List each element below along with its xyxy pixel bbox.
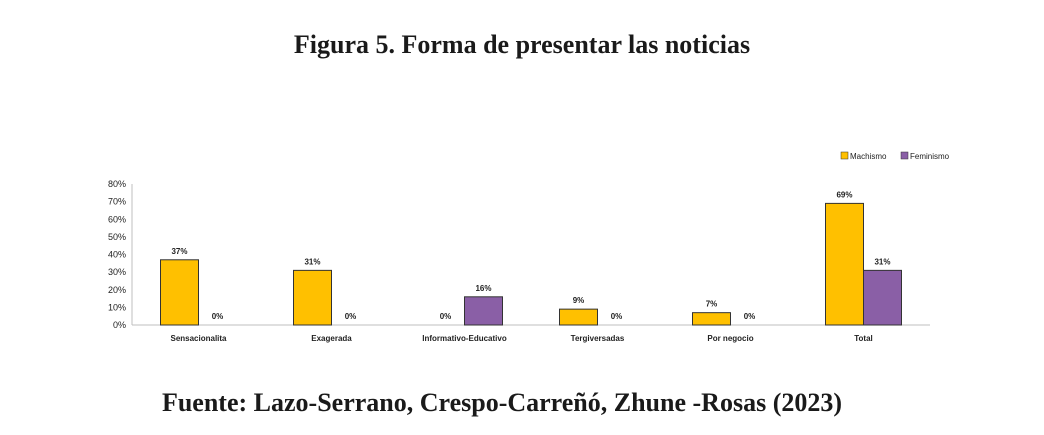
bar-feminismo: [863, 269, 902, 326]
category-label: Por negocio: [707, 334, 753, 343]
data-label: 37%: [171, 247, 187, 256]
bar-machismo: [692, 312, 731, 326]
bar-machismo: [160, 259, 199, 326]
data-label: 69%: [836, 190, 852, 199]
y-tick-label: 50%: [108, 232, 126, 242]
bar-machismo: [559, 308, 598, 326]
legend-label: Feminismo: [910, 152, 950, 161]
y-tick-label: 10%: [108, 302, 126, 312]
legend-swatch-machismo: [840, 151, 849, 160]
y-tick-label: 40%: [108, 250, 126, 260]
source-caption: Fuente: Lazo-Serrano, Crespo-Carreñó, Zh…: [161, 388, 843, 417]
figure-title: Figura 5. Forma de presentar las noticia…: [293, 30, 751, 59]
category-label: Total: [854, 334, 873, 343]
category-label: Informativo-Educativo: [422, 334, 507, 343]
data-label: 31%: [874, 257, 890, 266]
legend-label: Machismo: [850, 152, 887, 161]
category-label: Sensacionalita: [170, 334, 227, 343]
bar-machismo: [825, 202, 864, 326]
data-label: 0%: [345, 312, 357, 321]
legend-swatch-feminismo: [900, 151, 909, 160]
y-tick-label: 30%: [108, 267, 126, 277]
category-label: Exagerada: [311, 334, 352, 343]
y-tick-label: 80%: [108, 179, 126, 189]
category-label: Tergiversadas: [571, 334, 625, 343]
y-tick-label: 70%: [108, 197, 126, 207]
data-label: 16%: [475, 284, 491, 293]
y-tick-label: 60%: [108, 214, 126, 224]
data-label: 0%: [212, 312, 224, 321]
bar-machismo: [293, 269, 332, 326]
data-label: 0%: [611, 312, 623, 321]
data-label: 9%: [573, 296, 585, 305]
data-label: 0%: [744, 312, 756, 321]
data-label: 7%: [706, 300, 718, 309]
y-tick-label: 20%: [108, 285, 126, 295]
data-label: 31%: [304, 257, 320, 266]
y-tick-label: 0%: [113, 320, 126, 330]
data-label: 0%: [440, 312, 452, 321]
bar-feminismo: [464, 296, 503, 326]
